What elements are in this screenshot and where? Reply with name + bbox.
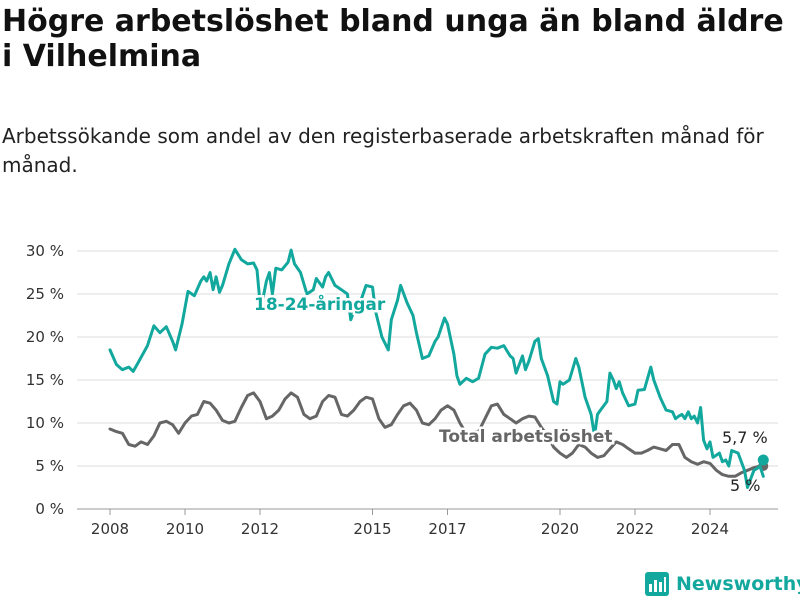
x-tick-label: 2012	[241, 520, 279, 538]
y-tick-label: 15 %	[26, 371, 64, 389]
y-tick-label: 20 %	[26, 328, 64, 346]
x-axis-ticks: 2008 2010 2012 2015 2017 2020 2022 2024	[91, 509, 729, 538]
end-point-youth	[757, 454, 769, 466]
y-tick-label: 5 %	[35, 457, 64, 475]
series-lines	[108, 247, 769, 489]
x-tick-label: 2010	[166, 520, 204, 538]
newsworthy-logo-text: Newsworthy	[676, 573, 800, 595]
series-label-youth: 18-24-åringar	[254, 293, 386, 315]
grid-lines	[77, 250, 778, 510]
chart-subtitle: Arbetssökande som andel av den registerb…	[2, 124, 764, 177]
x-tick-label: 2020	[541, 520, 579, 538]
line-chart: 0 %5 %10 %15 %20 %25 %30 % 2008 2010 2012 2…	[26, 242, 778, 538]
x-tick-label: 2015	[353, 520, 391, 538]
y-tick-label: 30 %	[26, 242, 64, 260]
y-tick-label: 0 %	[35, 500, 64, 518]
newsworthy-logo[interactable]: Newsworthy	[645, 571, 800, 597]
y-tick-label: 10 %	[26, 414, 64, 432]
series-line-total	[108, 391, 765, 478]
x-tick-label: 2008	[91, 520, 129, 538]
x-tick-label: 2022	[616, 520, 654, 538]
x-tick-label: 2017	[428, 520, 466, 538]
y-axis-ticks: 0 % 5 % 10 % 15 % 20 % 25 % 30 %	[26, 242, 64, 518]
series-label-total: Total arbetslöshet	[439, 427, 613, 447]
end-label-total: 5 %	[730, 476, 760, 495]
x-tick-label: 2024	[691, 520, 729, 538]
end-label-youth: 5,7 %	[722, 428, 768, 447]
y-tick-label: 25 %	[26, 285, 64, 303]
chart-title: Högre arbetslöshet bland unga än bland ä…	[2, 4, 784, 74]
newsworthy-logo-icon	[645, 572, 669, 596]
series-line-youth	[108, 247, 765, 489]
